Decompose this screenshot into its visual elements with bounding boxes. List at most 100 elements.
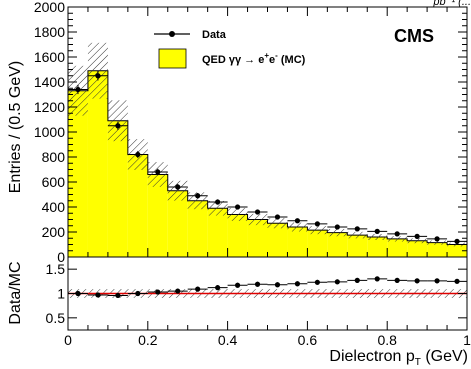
main-y-tick-label: 200: [42, 224, 66, 240]
main-y-tick-label: 400: [42, 199, 66, 215]
ratio-point: [115, 292, 121, 299]
mc-bar: [327, 232, 348, 257]
mc-uncertainty-bin: [427, 240, 448, 245]
main-y-tick-label: 600: [42, 174, 66, 190]
mc-uncertainty-bin: [287, 222, 308, 232]
legend-mc-label: QED γγ → e+e- (MC): [202, 51, 306, 66]
mc-bar: [267, 223, 288, 257]
ratio-point: [215, 285, 221, 291]
mc-bar: [87, 70, 108, 257]
data-point: [294, 218, 301, 224]
mc-bar: [427, 242, 448, 257]
data-point: [215, 199, 221, 205]
mc-uncertainty-bin: [207, 200, 228, 216]
x-axis-title: Dielectron pT (GeV): [329, 348, 468, 368]
ratio-point: [234, 282, 241, 288]
ratio-point: [274, 282, 281, 288]
mc-uncertainty-bin: [247, 213, 268, 226]
data-point: [454, 238, 460, 244]
mc-uncertainty-bin: [267, 218, 288, 229]
mc-bar: [367, 237, 388, 257]
main-y-tick-label: 2000: [34, 0, 65, 15]
mc-uncertainty-bin: [407, 238, 428, 244]
ratio-series: [68, 276, 467, 299]
data-point: [394, 231, 400, 237]
main-y-axis-title: Entries / (0.5 GeV): [7, 61, 24, 194]
x-tick-label: 0.2: [138, 332, 158, 348]
ratio-point: [334, 279, 340, 285]
ratio-point: [354, 277, 360, 283]
main-y-tick-label: 1400: [34, 74, 65, 90]
main-y-axis: 0 200 400 600 800 1000 1200 1400 1600 1800 2000: [34, 0, 467, 265]
legend-data-label: Data: [202, 29, 227, 41]
mc-bar: [207, 208, 228, 257]
ratio-y-axis-title: Data/MC: [7, 261, 24, 324]
main-y-tick-label: 800: [42, 149, 66, 165]
ratio-point: [314, 279, 320, 285]
mc-uncertainty-bin: [367, 234, 388, 240]
ratio-y-tick-label: 1: [57, 286, 65, 302]
mc-bar: [247, 219, 268, 257]
mc-bar: [187, 200, 208, 257]
ratio-point: [414, 278, 420, 284]
mc-bar: [127, 154, 148, 257]
mc-bar: [447, 244, 467, 257]
data-point: [414, 233, 420, 239]
mc-uncertainty-bin: [87, 42, 108, 99]
data-point: [95, 73, 101, 79]
x-tick-label: 0.6: [298, 332, 318, 348]
main-y-tick-label: 1200: [34, 99, 65, 115]
mc-bar: [287, 227, 308, 257]
mc-bar: [147, 174, 168, 257]
main-y-tick-label: 0: [57, 249, 65, 265]
mc-uncertainty-bin: [447, 242, 467, 247]
ratio-y-axis: 0.5 1 1.5: [46, 261, 467, 326]
data-point: [234, 204, 241, 210]
mc-uncertainty-bin: [187, 192, 208, 210]
mc-uncertainty-bin: [227, 208, 248, 221]
mc-bar: [167, 190, 188, 257]
ratio-point: [195, 286, 201, 292]
mc-uncertainty-bin: [387, 236, 408, 242]
main-y-tick-label: 1800: [34, 24, 65, 40]
data-point: [254, 209, 261, 215]
main-y-tick-label: 1600: [34, 49, 65, 65]
ratio-y-tick-label: 0.5: [46, 310, 66, 326]
main-y-tick-label: 1000: [34, 124, 65, 140]
ratio-point: [95, 292, 101, 298]
data-series: [68, 70, 467, 244]
mc-bar: [387, 238, 408, 257]
ratio-y-tick-label: 1.5: [46, 261, 66, 277]
mc-bar: [307, 230, 328, 257]
ratio-point: [394, 277, 400, 283]
ratio-point: [454, 278, 460, 284]
ratio-point: [434, 278, 440, 284]
x-tick-label: 0.4: [218, 332, 238, 348]
data-point: [274, 214, 281, 220]
x-tick-label: 0: [64, 332, 72, 348]
ratio-point: [155, 289, 161, 295]
mc-uncertainty-band: [68, 42, 467, 247]
mc-bar: [227, 214, 248, 257]
cms-label: CMS: [394, 26, 434, 46]
ratio-point: [175, 288, 181, 294]
legend: Data QED γγ → e+e- (MC): [154, 29, 306, 69]
ratio-point: [374, 276, 380, 282]
mc-uncertainty-bin: [167, 180, 188, 201]
mc-bar: [407, 240, 428, 257]
data-point: [75, 86, 81, 93]
ratio-point: [75, 290, 81, 297]
data-point: [354, 226, 360, 232]
mc-uncertainty-bin: [107, 100, 128, 142]
data-point: [314, 221, 320, 227]
mc-bar: [107, 120, 128, 257]
mc-uncertainty-bin: [347, 231, 368, 239]
ratio-point: [135, 290, 141, 297]
ratio-point: [294, 281, 301, 287]
data-point: [334, 224, 340, 230]
legend-mc-swatch: [158, 48, 187, 69]
ratio-point: [254, 281, 261, 287]
data-point: [115, 123, 121, 129]
data-point: [155, 169, 161, 175]
